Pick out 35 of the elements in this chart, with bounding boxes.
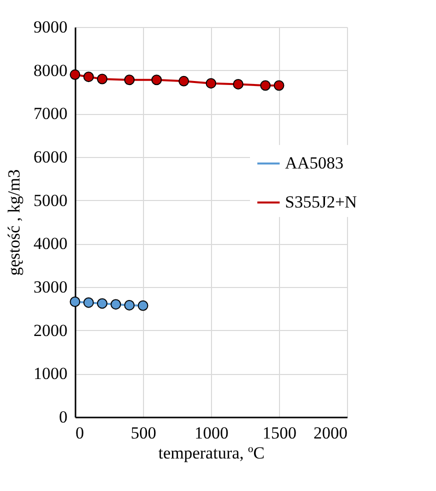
y-tick-label: 9000 [34, 18, 68, 36]
x-tick-label: 1500 [262, 424, 296, 442]
x-tick-label: 1000 [194, 424, 228, 442]
point [96, 74, 108, 84]
point [96, 298, 108, 309]
y-tick-label: 4000 [34, 234, 68, 254]
y-tick-label: 8000 [34, 60, 68, 80]
point [70, 296, 80, 307]
point [151, 74, 162, 86]
x-axis-title: temperatura, ºC [158, 444, 265, 462]
point [178, 76, 190, 86]
x-tick-label: 2000 [314, 424, 348, 442]
x-tick-label: 500 [130, 424, 156, 442]
point [124, 74, 135, 86]
point [83, 72, 94, 82]
y-tick-label: 2000 [34, 320, 68, 340]
legend-label: S355J2+N [285, 192, 357, 212]
y-tick-label: 7000 [34, 104, 68, 124]
x-tick-label: 0 [76, 424, 84, 442]
y-tick-label: 5000 [34, 190, 68, 210]
point [260, 80, 271, 91]
point [274, 80, 284, 91]
y-tick-label: 6000 [34, 148, 68, 166]
y-tick-label: 0 [59, 408, 68, 426]
point [70, 69, 80, 80]
point [206, 78, 216, 89]
point [110, 299, 122, 310]
point [83, 297, 94, 308]
y-axis-title: gęstość , kg/m3 [4, 169, 24, 276]
point [138, 300, 148, 311]
legend-label: AA5083 [285, 154, 344, 172]
point [124, 300, 135, 310]
y-tick-label: 1000 [34, 364, 68, 384]
y-tick-label: 3000 [34, 278, 68, 296]
point [232, 78, 244, 90]
